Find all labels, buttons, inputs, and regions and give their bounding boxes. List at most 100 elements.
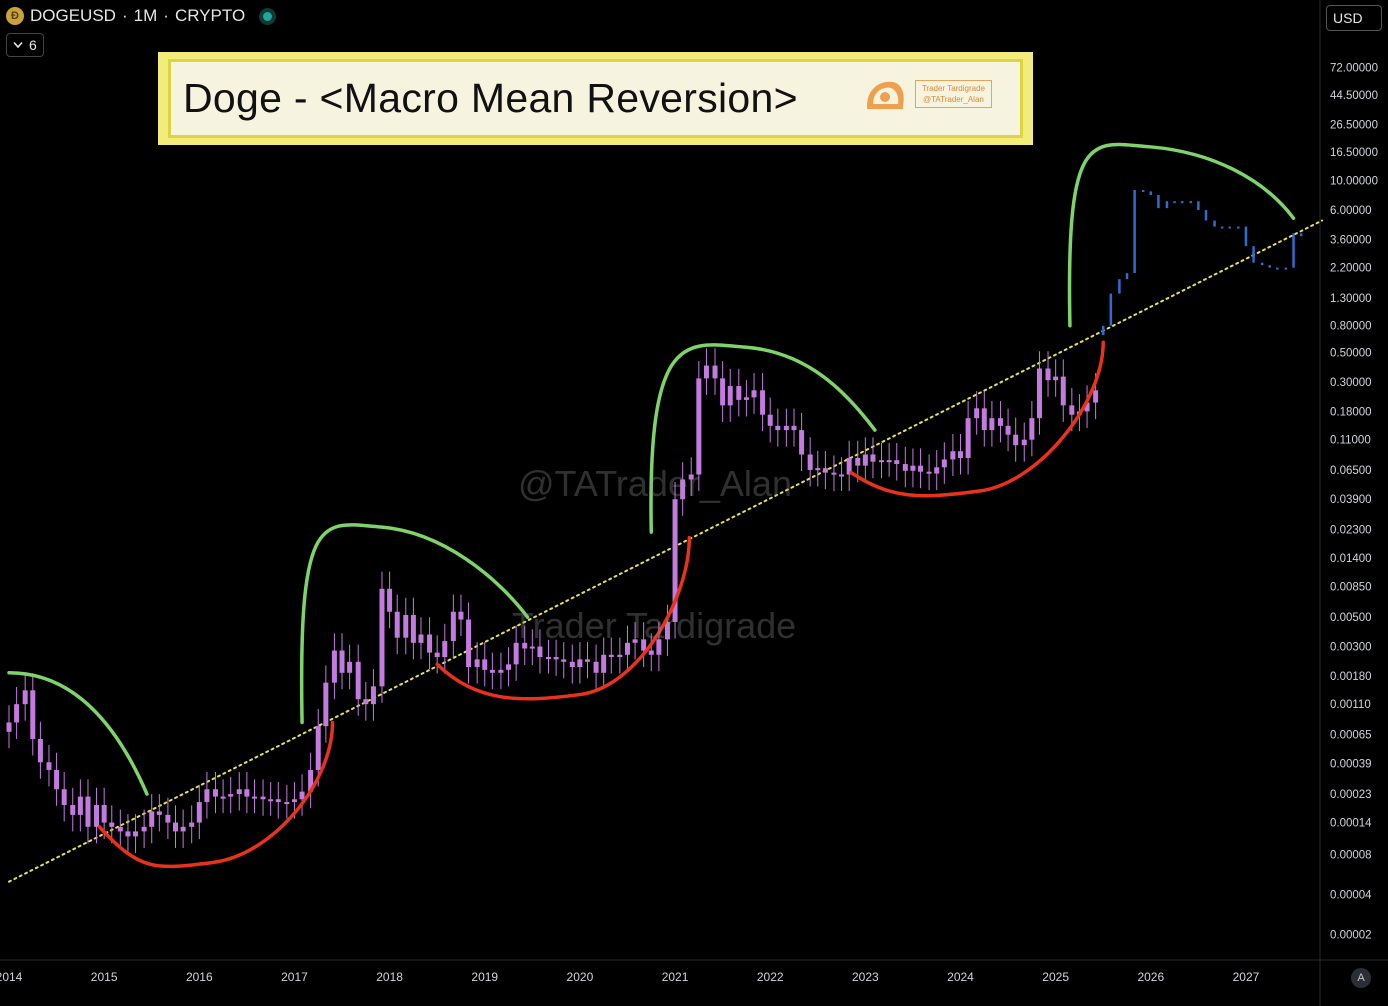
- candle-body: [760, 390, 766, 415]
- candle-body: [30, 690, 36, 739]
- candle-body: [141, 826, 147, 832]
- projection-candle: [1125, 273, 1129, 280]
- candle-body: [308, 769, 314, 792]
- logo-line-2: @TATrader_Alan: [922, 95, 984, 104]
- projection-candle: [1220, 226, 1224, 229]
- projection-candle: [1276, 267, 1279, 270]
- candle-body: [1084, 402, 1090, 412]
- price-tick-label: 26.50000: [1330, 120, 1378, 132]
- price-tick-label: 0.00065: [1330, 729, 1372, 741]
- watermark-brand: Trader Tardigrade: [512, 605, 797, 646]
- auto-scale-button[interactable]: A: [1351, 968, 1371, 988]
- candle-body: [394, 611, 400, 638]
- candle-body: [387, 588, 393, 612]
- cycle-top-arc: [7, 671, 149, 796]
- candle-body: [355, 661, 361, 700]
- candle-body: [680, 479, 686, 500]
- candle-body: [839, 474, 845, 477]
- candle-body: [632, 639, 638, 643]
- candle-body: [775, 425, 781, 431]
- price-tick-label: 0.00023: [1330, 789, 1372, 801]
- candle-body: [529, 646, 535, 649]
- candle-body: [886, 460, 892, 463]
- candle-body: [1021, 439, 1027, 446]
- candle-body: [664, 622, 670, 640]
- candle-body: [1013, 434, 1019, 446]
- auto-scale-label: A: [1357, 972, 1365, 984]
- candle-body: [418, 634, 424, 643]
- candle-body: [553, 657, 559, 660]
- candle-body: [284, 802, 290, 805]
- price-tick-label: 0.00110: [1330, 699, 1371, 711]
- projection-candle: [1260, 262, 1264, 266]
- trend-line: [8, 219, 1324, 883]
- projection-candle: [1173, 201, 1176, 204]
- candle-body: [339, 650, 345, 673]
- currency-selector[interactable]: USD: [1326, 5, 1382, 31]
- candle-body: [720, 378, 726, 406]
- price-tick-label: 10.00000: [1330, 176, 1378, 188]
- candle-body: [133, 831, 139, 837]
- indicators-toggle-button[interactable]: 6: [6, 33, 44, 57]
- candle-body: [228, 794, 234, 797]
- separator: ·: [163, 6, 169, 25]
- candle-body: [1036, 368, 1042, 419]
- candle-body: [870, 454, 876, 462]
- candle-body: [14, 704, 20, 723]
- candle-body: [791, 425, 797, 431]
- candle-body: [902, 464, 908, 471]
- candle-body: [323, 682, 329, 727]
- projection-candle: [1213, 220, 1216, 227]
- candle-body: [434, 652, 440, 658]
- candle-body: [85, 796, 91, 827]
- candle-body: [546, 657, 552, 660]
- price-tick-label: 0.30000: [1330, 377, 1372, 389]
- chart-title: Doge - <Macro Mean Reversion>: [183, 75, 798, 121]
- candle-body: [712, 365, 718, 379]
- candle-body: [450, 611, 456, 642]
- candle-body: [608, 654, 614, 658]
- time-tick-label: 2019: [471, 970, 498, 984]
- candle-body: [879, 460, 885, 463]
- cycle-bottom-arc: [97, 720, 335, 869]
- cycle-arcs-layer: [7, 142, 1296, 869]
- price-tick-label: 6.00000: [1330, 205, 1372, 217]
- tardigrade-logo-icon: [866, 81, 904, 109]
- candle-body: [189, 822, 195, 827]
- symbol-name: DOGEUSD: [30, 6, 116, 25]
- candle-body: [624, 642, 630, 655]
- trend-line-layer: [8, 219, 1324, 883]
- price-tick-label: 0.80000: [1330, 321, 1372, 333]
- interval-label: 1M: [133, 6, 158, 25]
- candle-body: [410, 614, 416, 643]
- candle-body: [236, 789, 242, 795]
- candle-body: [363, 699, 369, 705]
- candle-body: [862, 454, 868, 466]
- candle-body: [918, 465, 924, 472]
- title-banner: Doge - <Macro Mean Reversion> Trader Tar…: [158, 52, 1033, 145]
- symbol-header[interactable]: Ð DOGEUSD · 1M · CRYPTO: [6, 6, 273, 26]
- time-tick-label: 2021: [662, 970, 689, 984]
- candle-body: [561, 659, 567, 662]
- candle-body: [934, 467, 940, 474]
- watermark-handle: @TATrader_Alan: [518, 463, 792, 504]
- candle-body: [617, 654, 623, 658]
- time-tick-label: 2016: [186, 970, 213, 984]
- projection-candle: [1237, 226, 1240, 229]
- candle-body: [442, 641, 448, 658]
- indicator-count: 6: [29, 37, 37, 53]
- currency-label: USD: [1333, 10, 1363, 26]
- candle-body: [513, 642, 519, 665]
- price-tick-label: 0.06500: [1330, 465, 1372, 477]
- price-tick-label: 0.00180: [1330, 671, 1372, 683]
- candle-body: [275, 799, 281, 803]
- price-tick-label: 44.50000: [1330, 90, 1378, 102]
- price-tick-label: 0.18000: [1330, 406, 1372, 418]
- projection-candle: [1189, 201, 1193, 204]
- market-label: CRYPTO: [174, 6, 246, 25]
- time-tick-label: 2026: [1137, 970, 1164, 984]
- candle-body: [149, 811, 155, 827]
